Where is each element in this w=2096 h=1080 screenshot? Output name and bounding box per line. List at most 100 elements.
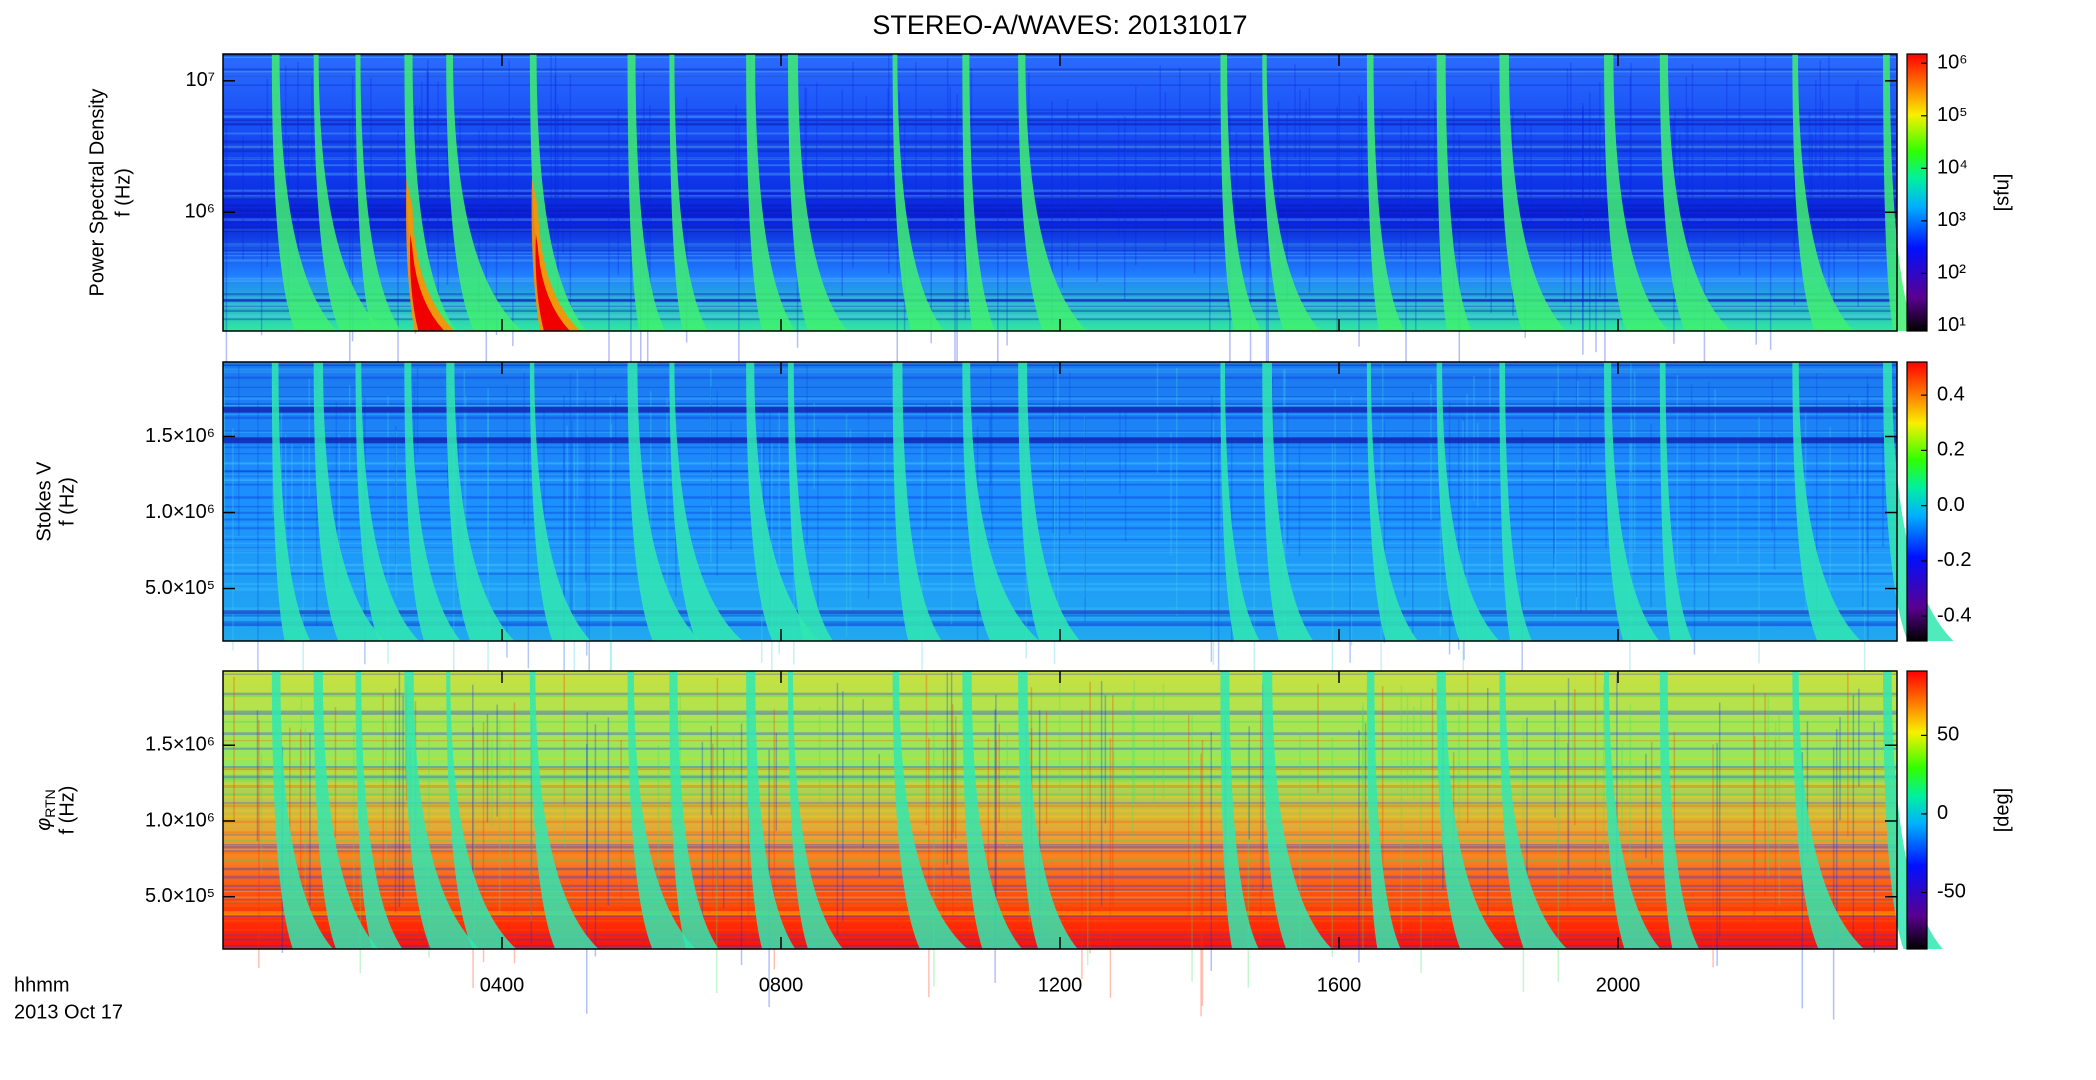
noise-streak: [1847, 672, 1849, 837]
noise-streak: [348, 385, 351, 472]
noise-stripe: [223, 850, 1897, 854]
radio-burst: [1792, 671, 1864, 949]
noise-streak: [995, 694, 997, 943]
noise-streak: [1338, 72, 1341, 209]
noise-streak: [557, 104, 559, 300]
noise-streak: [1253, 431, 1256, 688]
noise-stripe: [223, 775, 1897, 779]
noise-streak: [1400, 685, 1403, 934]
noise-stripe: [223, 496, 1897, 499]
noise-streak: [1362, 702, 1364, 829]
noise-streak: [509, 742, 512, 862]
noise-streak: [1645, 753, 1647, 859]
radio-burst: [962, 671, 1023, 949]
radio-burst: [892, 54, 944, 331]
noise-streak: [402, 695, 404, 898]
noise-stripe: [223, 911, 1897, 914]
radio-burst: [1018, 362, 1081, 641]
noise-streak: [1775, 435, 1778, 525]
noise-stripe: [223, 505, 1897, 508]
noise-streak: [1124, 410, 1127, 542]
noise-streak: [266, 78, 269, 267]
noise-streak: [1582, 106, 1584, 355]
y-axis-label: f (Hz): [112, 168, 134, 217]
noise-stripe: [223, 404, 1897, 408]
noise-streak: [1084, 416, 1086, 622]
noise-stripe: [223, 473, 1897, 476]
noise-streak: [1066, 99, 1069, 267]
noise-streak: [550, 55, 552, 252]
radio-burst: [1220, 671, 1259, 949]
noise-streak: [1317, 683, 1319, 793]
noise-streak: [482, 722, 485, 963]
noise-streak: [387, 396, 389, 664]
noise-streak: [1247, 743, 1250, 988]
noise-stripe: [223, 844, 1897, 846]
noise-streak: [1833, 113, 1835, 314]
noise-stripe: [223, 230, 1897, 232]
noise-streak: [925, 674, 928, 825]
noise-streak: [1298, 441, 1301, 557]
noise-streak: [1708, 381, 1710, 623]
noise-streak: [1331, 738, 1334, 958]
noise-streak: [478, 130, 480, 313]
noise-streak: [1856, 403, 1858, 495]
noise-streak: [1235, 132, 1238, 253]
noise-stripe: [223, 418, 1897, 420]
noise-stripe: [223, 547, 1897, 551]
radio-burst: [1883, 671, 1943, 949]
noise-streak: [928, 738, 930, 998]
noise-streak: [946, 57, 949, 252]
y-tick-label: 10⁷: [186, 69, 215, 91]
noise-stripe: [223, 875, 1897, 879]
noise-stripe: [223, 538, 1897, 541]
noise-stripe: [223, 164, 1897, 167]
noise-streak: [1778, 712, 1781, 905]
radio-burst: [1659, 362, 1693, 641]
radio-burst: [892, 362, 942, 641]
noise-stripe: [223, 914, 1897, 916]
noise-streak: [299, 729, 302, 894]
colorbar-tick-label: 10¹: [1937, 314, 1966, 336]
noise-streak: [994, 709, 996, 984]
noise-streak: [291, 444, 293, 568]
noise-streak: [335, 401, 338, 588]
radio-burst: [962, 54, 995, 331]
noise-streak: [738, 125, 740, 383]
noise-streak: [921, 430, 923, 702]
radio-burst: [1604, 671, 1661, 949]
noise-streak: [712, 743, 714, 899]
noise-streak: [1439, 415, 1442, 637]
noise-streak: [1485, 119, 1487, 298]
noise-streak: [1629, 76, 1632, 219]
noise-streak: [740, 723, 743, 966]
noise-streak: [1217, 437, 1220, 709]
noise-streak: [1458, 700, 1460, 854]
radio-burst: [627, 54, 666, 331]
noise-stripe: [223, 244, 1897, 246]
noise-stripe: [223, 713, 1897, 715]
noise-streak: [1703, 124, 1706, 399]
noise-streak: [657, 745, 660, 885]
noise-stripe: [223, 768, 1897, 770]
noise-streak: [1839, 716, 1841, 821]
noise-streak: [1415, 80, 1417, 332]
noise-streak: [1630, 63, 1632, 193]
noise-streak: [815, 82, 818, 205]
noise-streak: [1284, 368, 1286, 634]
noise-streak: [465, 395, 467, 596]
noise-stripe: [223, 890, 1897, 893]
noise-stripe: [223, 607, 1897, 610]
noise-streak: [1200, 753, 1202, 1017]
noise-stripe: [223, 901, 1897, 903]
noise-streak: [1299, 89, 1301, 180]
noise-streak: [242, 136, 244, 260]
noise-stripe: [223, 446, 1897, 449]
noise-streak: [1691, 63, 1694, 207]
noise-streak: [487, 388, 489, 576]
noise-stripe: [223, 867, 1897, 870]
noise-stripe: [223, 118, 1897, 121]
noise-streak: [1602, 683, 1605, 903]
noise-streak: [1808, 112, 1811, 230]
colorbar-tick-label: 10⁴: [1937, 157, 1968, 179]
